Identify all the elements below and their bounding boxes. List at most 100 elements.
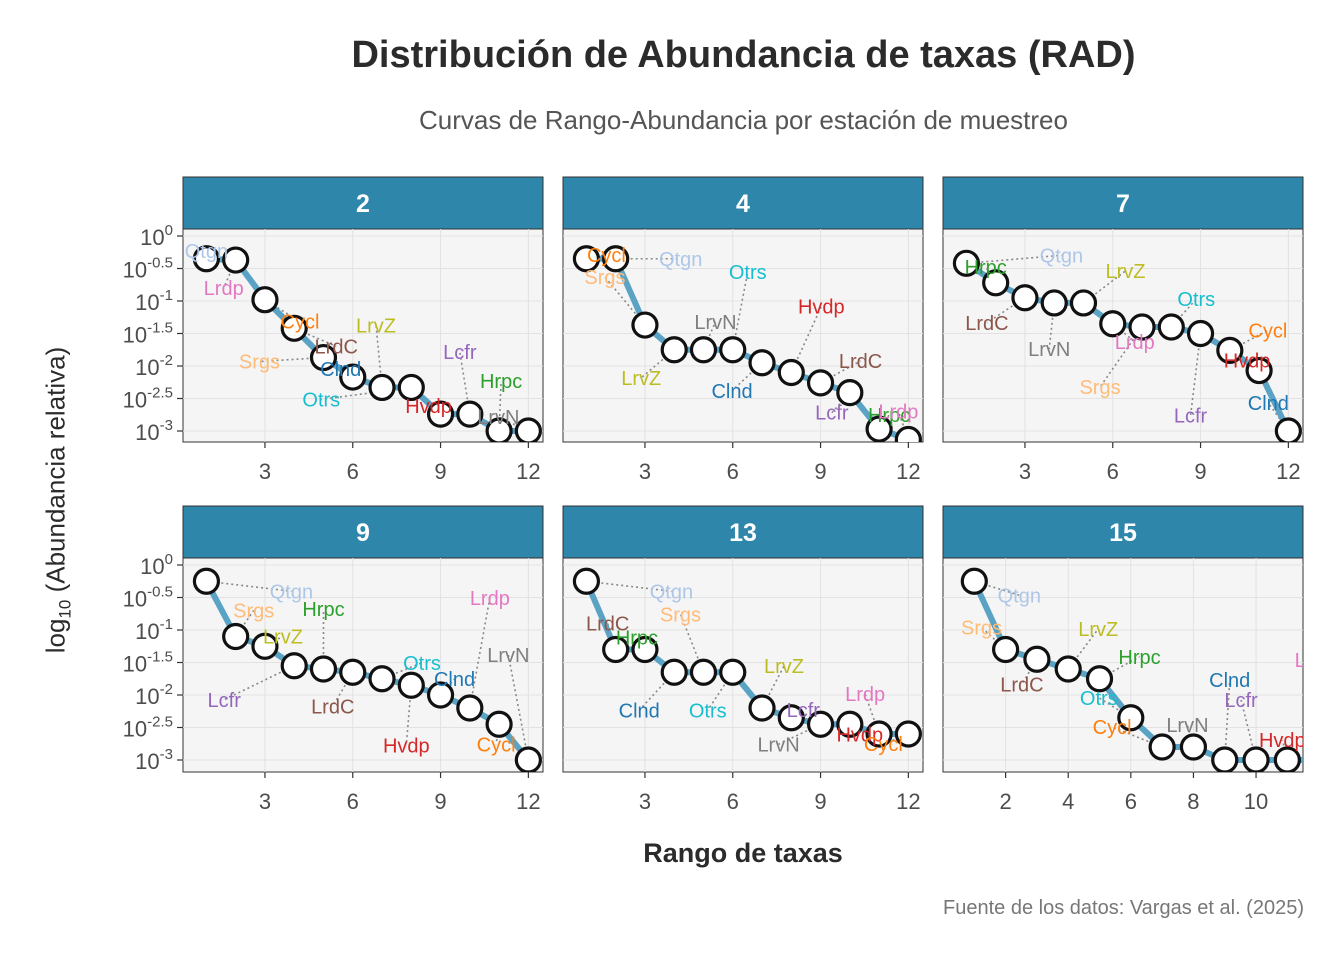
rad-point bbox=[1307, 748, 1331, 772]
taxon-label: Clnd bbox=[1209, 670, 1250, 692]
taxon-label: Srgs bbox=[233, 601, 274, 623]
rad-point bbox=[748, 694, 776, 722]
taxon-label: Hvdp bbox=[405, 396, 452, 418]
x-tick-label: 9 bbox=[434, 789, 446, 814]
taxon-label: Srgs bbox=[1079, 377, 1120, 399]
taxon-label: Clnd bbox=[711, 381, 752, 403]
facet-strip-label: 2 bbox=[356, 190, 370, 218]
rad-point bbox=[1273, 746, 1301, 772]
rad-point bbox=[251, 286, 279, 314]
taxon-label: Clnd bbox=[320, 359, 361, 381]
x-tick-label: 12 bbox=[516, 789, 540, 814]
taxon-label: Lrdp bbox=[470, 588, 510, 610]
label-leader bbox=[790, 306, 823, 373]
taxon-label: LrdC bbox=[315, 336, 358, 358]
x-tick-label: 12 bbox=[1276, 459, 1300, 484]
y-tick-label: 10-2.5 bbox=[123, 714, 173, 742]
taxon-label: Cycl bbox=[1093, 717, 1132, 739]
taxon-label: Hrpc bbox=[302, 599, 344, 621]
rad-point bbox=[309, 655, 338, 683]
rad-point bbox=[572, 567, 601, 595]
label-leader bbox=[1229, 329, 1269, 352]
rad-point bbox=[1242, 746, 1270, 772]
x-tick-label: 4 bbox=[1062, 789, 1074, 814]
rad-point bbox=[660, 658, 688, 686]
taxon-label: Hrpc bbox=[616, 628, 658, 650]
facet-strip-label: 9 bbox=[356, 519, 370, 547]
rad-point bbox=[397, 373, 425, 402]
facet-strip bbox=[942, 505, 1304, 559]
y-tick-label: 100 bbox=[140, 551, 173, 579]
rad-point bbox=[485, 417, 513, 442]
label-leader bbox=[1083, 270, 1126, 304]
taxon-label: LrvN bbox=[694, 312, 736, 334]
taxon-label: LrvZ bbox=[356, 315, 396, 337]
taxon-label: Hrpc bbox=[480, 371, 522, 393]
rad-point bbox=[865, 720, 893, 748]
label-leader bbox=[864, 693, 880, 735]
y-tick-label: 10-1 bbox=[135, 287, 173, 315]
taxon-label: Qtgn bbox=[270, 581, 313, 603]
label-leader bbox=[640, 349, 675, 379]
rad-point bbox=[339, 658, 367, 686]
panel-background bbox=[942, 228, 1304, 443]
label-leader bbox=[1067, 628, 1099, 670]
panel-background bbox=[942, 557, 1304, 773]
chart-subtitle: Curvas de Rango-Abundancia por estación … bbox=[419, 105, 1068, 135]
rad-point bbox=[1054, 655, 1082, 683]
label-leader bbox=[985, 266, 997, 284]
facet-strip bbox=[562, 176, 924, 230]
rad-point bbox=[806, 710, 835, 738]
rad-point bbox=[397, 671, 425, 699]
rad-point bbox=[1040, 289, 1068, 317]
taxon-label: Otrs bbox=[689, 700, 727, 722]
rad-point bbox=[1211, 746, 1239, 772]
rad-point bbox=[992, 635, 1020, 664]
rad-point bbox=[485, 710, 513, 738]
rad-point bbox=[572, 245, 601, 273]
taxon-label: Qtgn bbox=[998, 585, 1041, 607]
rad-point bbox=[894, 425, 922, 442]
taxon-label: Srgs bbox=[660, 604, 701, 626]
taxon-label: Hvdp bbox=[383, 735, 430, 757]
rad-point bbox=[1117, 704, 1145, 732]
rad-point bbox=[222, 622, 250, 651]
taxon-label: Lrdp bbox=[1115, 332, 1155, 354]
taxon-label: LrvZ bbox=[764, 656, 804, 678]
facet-strip-label: 13 bbox=[729, 519, 757, 547]
taxon-label: LrvN bbox=[487, 645, 529, 667]
taxon-label: LrvN bbox=[477, 407, 519, 429]
y-tick-label: 10-1.5 bbox=[123, 649, 173, 677]
y-tick-label: 100 bbox=[140, 222, 173, 250]
label-leader bbox=[731, 271, 749, 350]
rad-point bbox=[1274, 417, 1302, 442]
y-tick-label: 10-3 bbox=[135, 417, 173, 445]
y-tick-label: 10-1 bbox=[135, 616, 173, 644]
label-leader bbox=[586, 580, 672, 593]
rad-point bbox=[1245, 356, 1273, 385]
taxon-label: LrvZ bbox=[263, 626, 303, 648]
taxon-label: Qtgn bbox=[650, 581, 693, 603]
rad-point bbox=[1186, 319, 1215, 348]
rad-point bbox=[456, 400, 484, 428]
rad-point bbox=[602, 245, 630, 273]
x-tick-label: 9 bbox=[434, 459, 446, 484]
taxon-label: LrvZ bbox=[1078, 619, 1118, 641]
x-tick-label: 12 bbox=[896, 459, 920, 484]
x-tick-label: 9 bbox=[814, 459, 826, 484]
rad-point bbox=[426, 400, 455, 428]
facet-strip bbox=[562, 505, 924, 559]
rad-point bbox=[456, 694, 484, 722]
rad-point bbox=[368, 373, 396, 402]
taxon-label: Cycl bbox=[587, 245, 626, 267]
y-tick-label: 10-2.5 bbox=[123, 385, 173, 413]
taxon-label: Lrdp bbox=[845, 684, 885, 706]
taxon-label: Lcfr bbox=[208, 690, 242, 712]
taxon-label: LrdC bbox=[839, 351, 882, 373]
taxon-label: LrdC bbox=[1000, 674, 1043, 696]
y-tick-label: 10-0.5 bbox=[123, 255, 173, 283]
taxon-label: Hrpc bbox=[1118, 647, 1160, 669]
